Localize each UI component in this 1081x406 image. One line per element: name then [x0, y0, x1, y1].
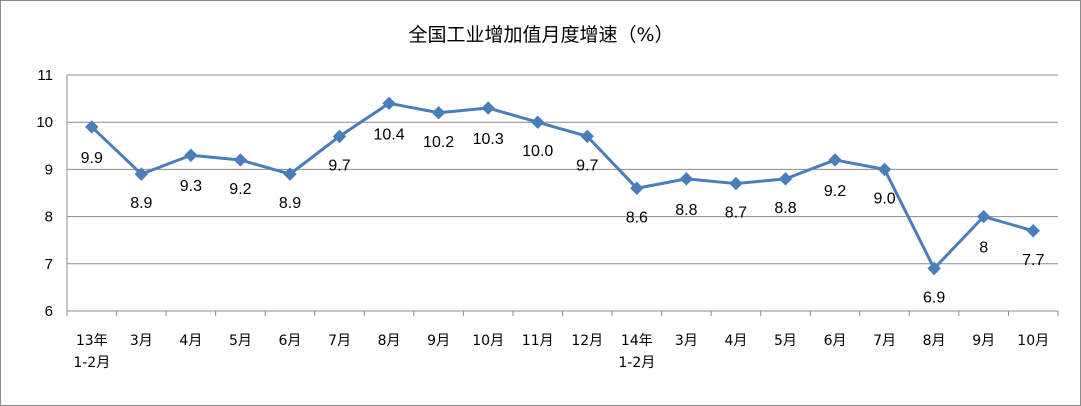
x-tick-label: 5月	[229, 333, 252, 349]
data-points	[85, 96, 1040, 276]
data-label: 9.2	[824, 183, 846, 200]
x-tick-label: 10月	[472, 333, 504, 349]
data-label: 9.7	[328, 157, 350, 174]
y-tick-label: 8	[45, 209, 53, 226]
y-tick-label: 9	[45, 161, 53, 178]
data-label: 9.2	[229, 181, 251, 198]
data-label: 10.0	[522, 143, 553, 160]
y-tick-label: 11	[37, 67, 53, 84]
data-point	[184, 148, 198, 162]
series-polyline	[90, 101, 1034, 271]
data-label: 8.9	[130, 195, 152, 212]
data-label: 10.4	[374, 126, 405, 143]
data-point	[134, 167, 149, 181]
data-point	[679, 172, 694, 186]
x-tick-label: 8月	[378, 333, 401, 349]
data-point	[85, 120, 99, 134]
gridlines	[67, 74, 1058, 265]
y-axis-ticks: 6 7 8 9 10 11	[36, 67, 53, 320]
data-point	[531, 115, 545, 129]
data-point	[630, 181, 644, 195]
x-tick-label: 9月	[972, 333, 995, 349]
data-point	[778, 172, 793, 186]
x-tick-label: 13年 1-2月	[73, 333, 110, 371]
x-tick-label: 4月	[179, 333, 202, 349]
data-point	[431, 106, 446, 120]
x-tick-label: 3月	[130, 333, 153, 349]
data-label: 8.6	[626, 209, 648, 226]
data-label: 8.8	[774, 200, 796, 217]
x-tick-label: 10月	[1017, 333, 1049, 349]
data-label: 9.0	[873, 190, 895, 207]
x-axis-ticks: 13年 1-2月 3月 4月 5月 6月 7月 8月 9月 10月 11月 12月 14年 1-2月 3月 4…	[73, 333, 1049, 371]
data-point	[332, 129, 347, 144]
x-tick-label: 9月	[427, 333, 450, 349]
y-tick-label: 6	[45, 303, 53, 320]
data-point	[1026, 224, 1040, 238]
y-tick-label: 10	[36, 114, 53, 131]
y-tick-label: 7	[45, 256, 53, 273]
data-label: 9.9	[81, 150, 103, 167]
data-point	[976, 209, 991, 224]
x-tick-label: 7月	[328, 333, 351, 349]
data-point	[382, 96, 396, 111]
data-label: 8.9	[279, 195, 301, 212]
series-line	[90, 101, 1034, 271]
data-point	[283, 167, 297, 181]
data-label: 8.8	[675, 202, 697, 219]
x-tick-label: 3月	[675, 333, 698, 349]
x-tick-label: 8月	[923, 333, 946, 349]
x-tick-label: 12月	[571, 333, 603, 349]
data-label: 10.2	[423, 134, 454, 151]
data-label: 6.9	[923, 290, 945, 307]
x-tick-label: 6月	[824, 333, 847, 349]
data-label: 8.7	[725, 205, 747, 222]
data-label: 8	[979, 240, 988, 257]
x-tick-label: 4月	[724, 333, 747, 349]
data-label: 9.7	[576, 157, 598, 174]
data-point	[233, 153, 248, 167]
data-point	[877, 162, 892, 177]
data-point	[580, 129, 594, 144]
data-label: 7.7	[1022, 252, 1044, 269]
x-tick-label: 14年 1-2月	[618, 333, 655, 371]
data-label: 10.3	[473, 131, 504, 148]
data-point	[729, 176, 743, 191]
chart-title: 全国工业增加值月度增速（%）	[408, 24, 673, 46]
x-tick-label: 7月	[873, 333, 896, 349]
data-labels: 9.9 8.9 9.3 9.2 8.9 9.7 10.4 10.2 10.3 10.0 9.7 8.6…	[81, 126, 1045, 306]
data-label: 9.3	[180, 178, 202, 195]
x-tick-label: 6月	[279, 333, 302, 349]
data-point	[481, 101, 495, 115]
axes	[66, 75, 1059, 316]
x-tick-label: 5月	[774, 333, 797, 349]
data-point	[927, 261, 941, 276]
data-point	[828, 153, 842, 167]
x-tick-label: 11月	[522, 333, 554, 349]
